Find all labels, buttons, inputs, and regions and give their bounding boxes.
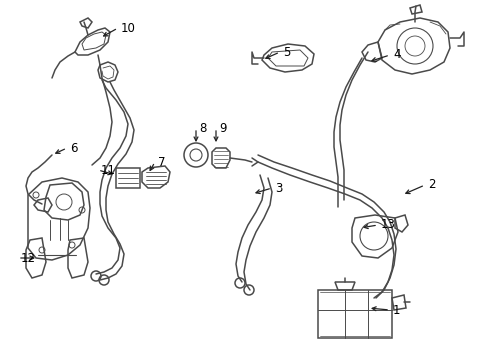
Text: 1: 1 xyxy=(393,303,400,316)
Text: 3: 3 xyxy=(275,181,282,194)
Text: 10: 10 xyxy=(121,22,136,35)
Text: 2: 2 xyxy=(428,179,436,192)
Text: 13: 13 xyxy=(381,219,396,231)
Text: 6: 6 xyxy=(70,141,77,154)
Text: 7: 7 xyxy=(158,156,166,168)
Text: 4: 4 xyxy=(393,49,400,62)
Text: 8: 8 xyxy=(199,122,206,135)
Text: 11: 11 xyxy=(101,163,116,176)
Text: 12: 12 xyxy=(21,252,36,265)
Text: 9: 9 xyxy=(219,122,226,135)
Text: 5: 5 xyxy=(283,45,291,58)
